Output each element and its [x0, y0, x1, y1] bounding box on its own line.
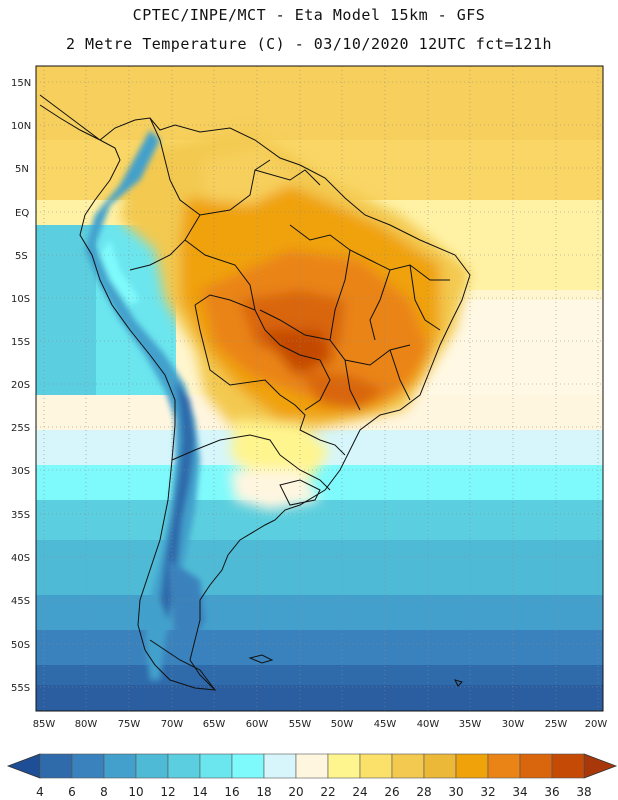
colorbar-label: 12	[160, 785, 175, 799]
map-title-line-1: CPTEC/INPE/MCT - Eta Model 15km - GFS	[132, 6, 486, 24]
colorbar-label: 22	[320, 785, 335, 799]
colorbar-swatch	[71, 753, 105, 779]
lon-label: 75W	[118, 719, 141, 730]
colorbar-label: 26	[384, 785, 399, 799]
lat-label: 30S	[11, 466, 30, 477]
colorbar-label: 32	[480, 785, 495, 799]
colorbar-swatch	[359, 753, 393, 779]
colorbar-swatch	[39, 753, 73, 779]
colorbar-label: 18	[256, 785, 271, 799]
lon-label: 35W	[459, 719, 482, 730]
colorbar-swatch	[135, 753, 169, 779]
colorbar-swatch	[327, 753, 361, 779]
coastlines-borders	[39, 94, 471, 691]
temperature-field	[36, 66, 603, 711]
lat-label: 10N	[11, 121, 31, 132]
lon-label: 85W	[33, 719, 56, 730]
lon-label: 60W	[246, 719, 269, 730]
colorbar-label: 20	[288, 785, 303, 799]
colorbar-swatch	[199, 753, 233, 779]
colorbar-label: 28	[416, 785, 431, 799]
lat-label: 55S	[11, 683, 30, 694]
lon-label: 30W	[502, 719, 525, 730]
lat-label: 10S	[11, 294, 30, 305]
colorbar-label: 10	[128, 785, 143, 799]
lon-label: 80W	[75, 719, 98, 730]
colorbar-swatch	[295, 753, 329, 779]
lat-label: 50S	[11, 640, 30, 651]
latitude-labels: 15N 10N 5N EQ 5S 10S 15S 20S 25S 30S 35S…	[11, 78, 31, 694]
colorbar-label: 6	[68, 785, 76, 799]
colorbar-swatch	[231, 753, 265, 779]
colorbar-swatch	[391, 753, 425, 779]
lon-label: 65W	[203, 719, 226, 730]
colorbar-label: 8	[100, 785, 108, 799]
colorbar-swatch	[551, 753, 585, 779]
longitude-labels: 85W 80W 75W 70W 65W 60W 55W 50W 45W 40W …	[33, 719, 608, 730]
colorbar-swatch	[103, 753, 137, 779]
colorbar-swatch	[263, 753, 297, 779]
lat-label: 35S	[11, 510, 30, 521]
lon-label: 25W	[545, 719, 568, 730]
colorbar-label: 34	[512, 785, 527, 799]
graticule	[36, 66, 603, 711]
colorbar-low-arrow	[6, 753, 41, 779]
lat-label: 5S	[15, 251, 28, 262]
lon-label: 50W	[331, 719, 354, 730]
colorbar-label: 16	[224, 785, 239, 799]
lat-label: 25S	[11, 423, 30, 434]
colorbar-label: 36	[544, 785, 559, 799]
lon-label: 55W	[289, 719, 312, 730]
lat-label: 15S	[11, 337, 30, 348]
colorbar-swatch	[455, 753, 489, 779]
lat-label: 15N	[11, 78, 31, 89]
colorbar: 4 6 8 10 12 14 16 18 20 22 24 26 28 30 32 34 36 38	[6, 753, 618, 799]
colorbar-swatch	[167, 753, 201, 779]
lon-label: 40W	[417, 719, 440, 730]
lon-label: 45W	[374, 719, 397, 730]
lon-label: 70W	[161, 719, 184, 730]
colorbar-label: 38	[576, 785, 591, 799]
lat-label: 45S	[11, 596, 30, 607]
lat-label: 5N	[15, 164, 29, 175]
lat-label: EQ	[15, 208, 29, 219]
colorbar-label: 30	[448, 785, 463, 799]
lat-label: 40S	[11, 553, 30, 564]
lat-label: 20S	[11, 380, 30, 391]
colorbar-label: 24	[352, 785, 367, 799]
map-title-line-2: 2 Metre Temperature (C) - 03/10/2020 12U…	[65, 35, 553, 53]
colorbar-swatch	[487, 753, 521, 779]
lon-label: 20W	[585, 719, 608, 730]
colorbar-label: 14	[192, 785, 207, 799]
colorbar-high-arrow	[583, 753, 618, 779]
colorbar-label: 4	[36, 785, 44, 799]
colorbar-swatch	[519, 753, 553, 779]
colorbar-swatch	[423, 753, 457, 779]
